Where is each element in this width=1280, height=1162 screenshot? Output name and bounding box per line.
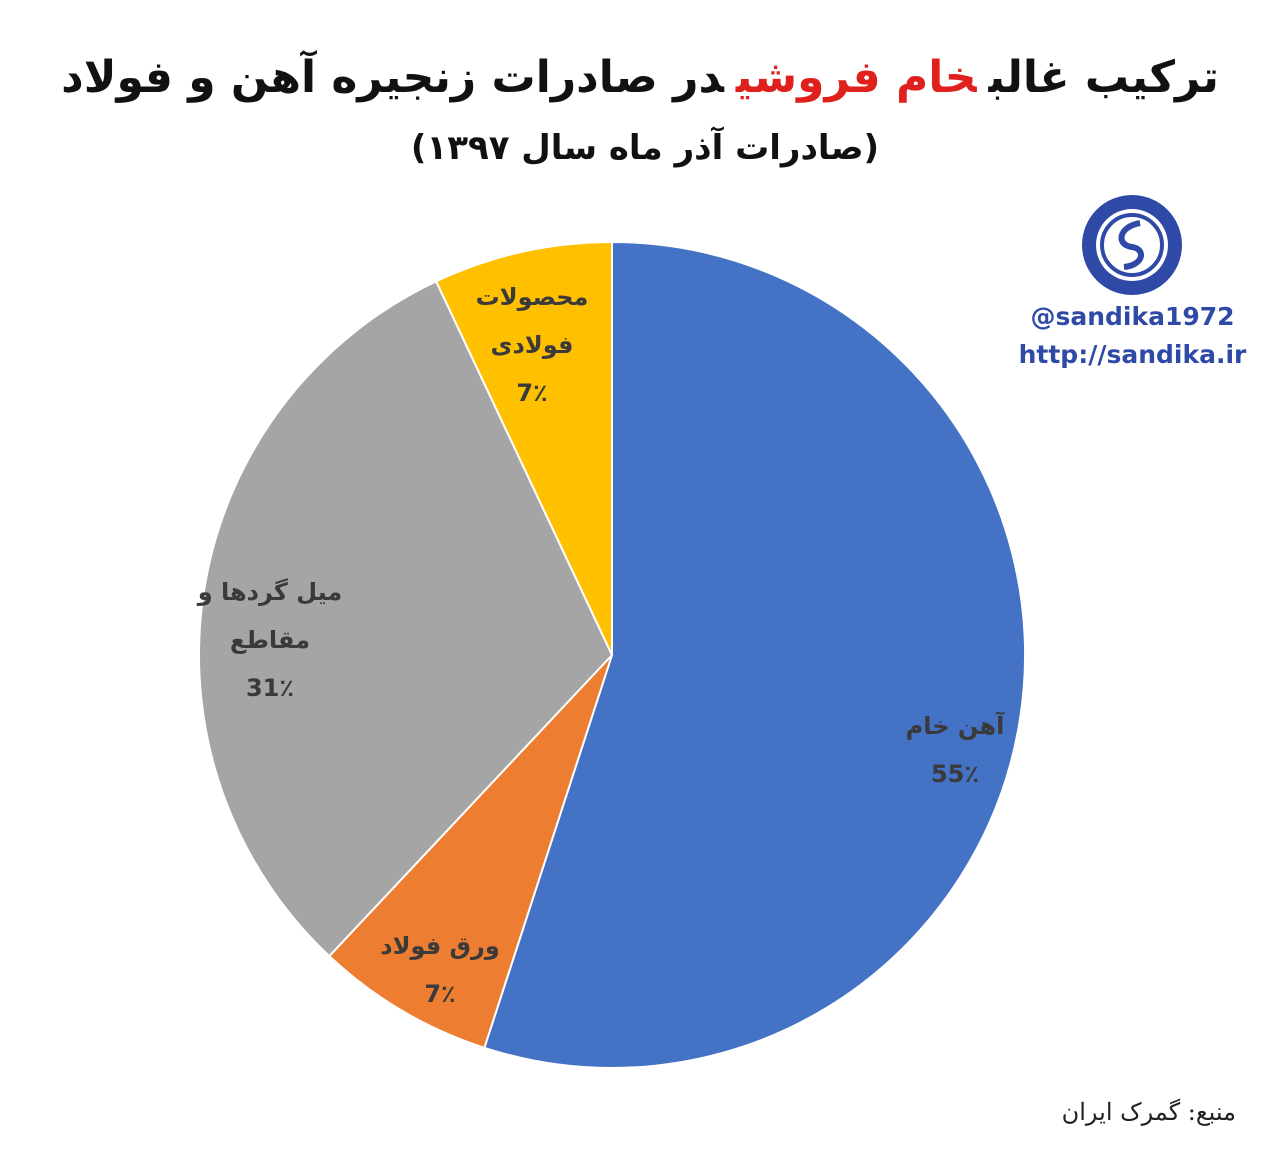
source-note: منبع: گمرک ایران: [1061, 1098, 1236, 1126]
watermark-url: http://sandika.ir: [1018, 340, 1247, 369]
title-part: ترکیب غالب: [988, 52, 1219, 103]
pie-slice: [198, 279, 614, 958]
logo: [1082, 195, 1182, 295]
value-label: 7٪: [424, 980, 456, 1008]
slice-label: ورق فولاد 7٪: [370, 922, 510, 1018]
value-label: 7٪: [516, 379, 548, 407]
slice-label: آهن خام 55٪: [885, 702, 1025, 798]
pie-slice: [327, 654, 613, 1050]
title-part: خام فروشی: [735, 52, 977, 103]
value-label: 31٪: [245, 674, 295, 702]
slice-label: میل گردها و مقاطع 31٪: [185, 568, 355, 712]
category-name: ورق فولاد: [380, 932, 500, 960]
category-name: میل گردها و مقاطع: [197, 578, 343, 654]
watermark-handle: @sandika1972: [1030, 302, 1235, 331]
title-part: در صادرات زنجیره آهن و فولاد: [61, 52, 724, 103]
chart-subtitle: (صادرات آذر ماه سال ۱۳۹۷): [410, 128, 880, 168]
slice-label: محصولات فولادی 7٪: [462, 273, 602, 417]
chart-title: ترکیب غالبخام فروشیدر صادرات زنجیره آهن …: [0, 52, 1280, 103]
value-label: 55٪: [930, 760, 980, 788]
category-name: آهن خام: [905, 712, 1005, 740]
pie-slice: [483, 240, 1026, 1069]
pie-slice: [434, 240, 613, 656]
category-name: محصولات فولادی: [475, 283, 589, 359]
